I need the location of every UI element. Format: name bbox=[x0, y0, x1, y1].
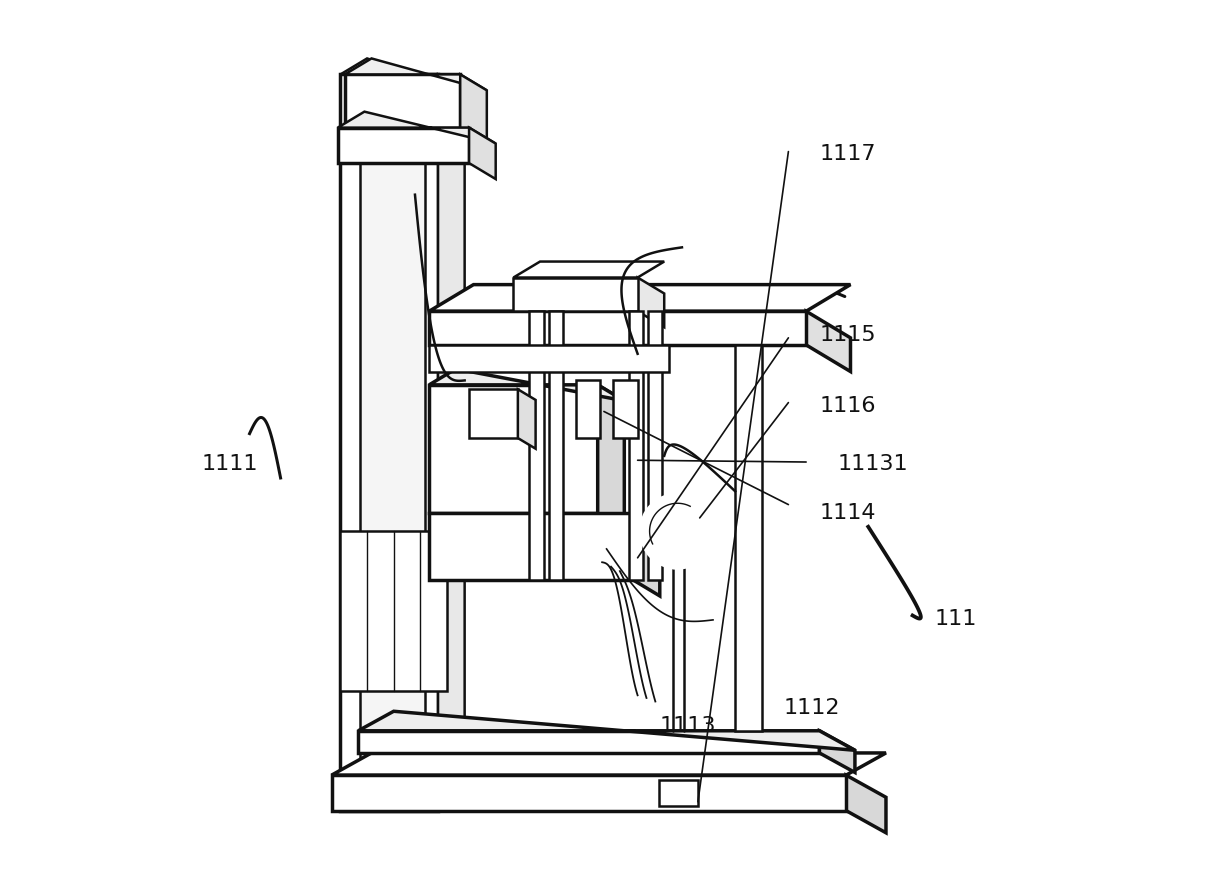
Polygon shape bbox=[345, 59, 486, 91]
Text: 111: 111 bbox=[935, 609, 978, 629]
Polygon shape bbox=[437, 75, 464, 811]
Polygon shape bbox=[461, 75, 486, 144]
Bar bbox=[629, 312, 643, 580]
Bar bbox=[429, 385, 598, 514]
Polygon shape bbox=[598, 385, 624, 530]
Bar bbox=[549, 312, 563, 580]
Text: 1112: 1112 bbox=[785, 697, 841, 718]
Bar bbox=[576, 381, 600, 439]
Polygon shape bbox=[638, 278, 665, 328]
Polygon shape bbox=[341, 59, 464, 91]
Bar bbox=[429, 346, 668, 372]
Polygon shape bbox=[429, 285, 851, 312]
Polygon shape bbox=[518, 390, 535, 449]
Bar bbox=[469, 390, 518, 439]
Text: 1113: 1113 bbox=[660, 715, 716, 735]
Bar bbox=[513, 278, 638, 312]
Bar bbox=[345, 75, 461, 128]
Circle shape bbox=[640, 494, 715, 569]
Bar bbox=[341, 75, 437, 811]
Polygon shape bbox=[807, 312, 851, 372]
Bar bbox=[360, 146, 425, 775]
Polygon shape bbox=[469, 128, 496, 180]
Text: 11131: 11131 bbox=[837, 454, 908, 474]
Polygon shape bbox=[820, 731, 855, 773]
Text: 1117: 1117 bbox=[820, 144, 876, 164]
Polygon shape bbox=[429, 369, 624, 401]
Text: 1111: 1111 bbox=[202, 454, 258, 474]
Bar bbox=[612, 381, 638, 439]
Bar bbox=[429, 514, 633, 580]
Text: 1115: 1115 bbox=[820, 325, 876, 346]
Polygon shape bbox=[846, 775, 886, 833]
Polygon shape bbox=[337, 113, 496, 144]
Bar bbox=[358, 731, 820, 753]
Bar bbox=[337, 128, 469, 164]
Polygon shape bbox=[513, 262, 665, 278]
Bar bbox=[736, 346, 761, 731]
Polygon shape bbox=[429, 312, 807, 346]
Polygon shape bbox=[633, 514, 660, 596]
Text: 1114: 1114 bbox=[820, 502, 876, 523]
Polygon shape bbox=[358, 711, 855, 750]
Polygon shape bbox=[331, 775, 846, 811]
Polygon shape bbox=[331, 753, 886, 775]
Bar bbox=[659, 780, 698, 806]
Bar bbox=[529, 312, 544, 580]
Bar bbox=[648, 312, 662, 580]
Bar bbox=[341, 532, 447, 691]
Text: 1116: 1116 bbox=[820, 396, 876, 416]
